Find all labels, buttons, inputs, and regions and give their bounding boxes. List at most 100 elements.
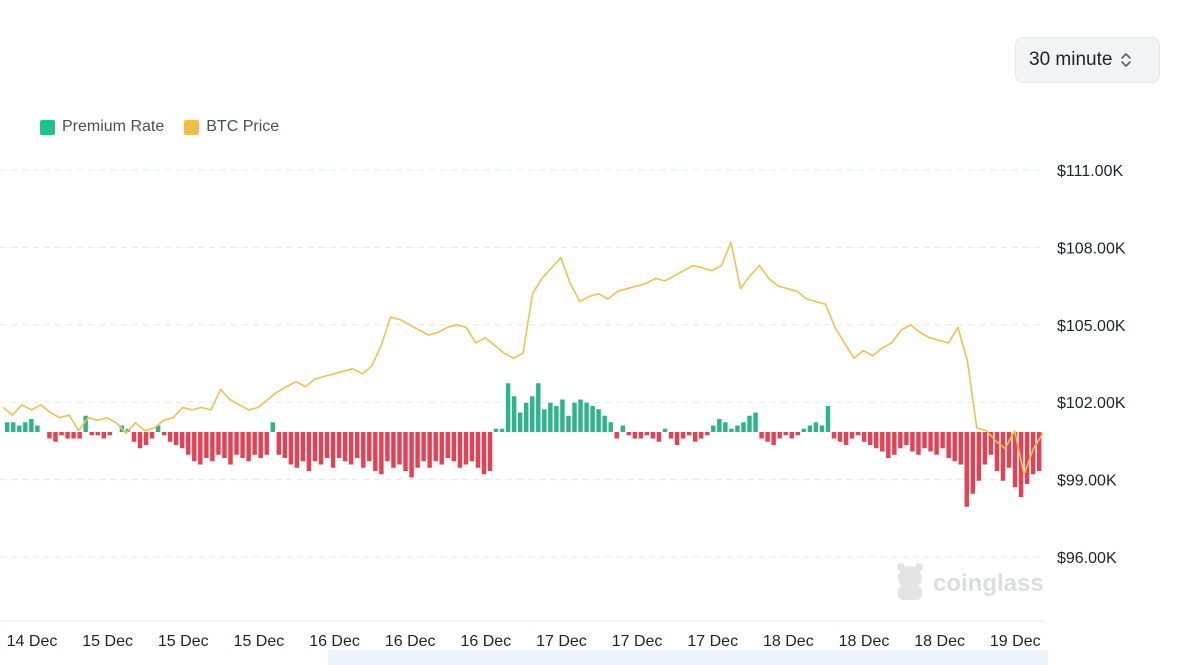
x-tick-label: 19 Dec	[990, 633, 1041, 650]
premium-bar	[415, 432, 420, 468]
premium-bar	[807, 425, 813, 432]
premium-bar	[855, 432, 861, 436]
premium-bar	[137, 432, 143, 449]
x-tick-label: 15 Dec	[158, 633, 209, 650]
premium-bar	[35, 425, 40, 432]
premium-bar	[312, 432, 318, 462]
premium-bar	[886, 432, 891, 458]
premium-bar	[614, 432, 619, 439]
premium-bar	[180, 432, 185, 449]
premium-bar	[934, 432, 939, 455]
premium-bar	[59, 432, 64, 436]
premium-bar	[487, 432, 493, 471]
y-tick-label: $99.00K	[1057, 473, 1117, 490]
premium-bar	[288, 432, 294, 465]
x-tick-label: 17 Dec	[687, 633, 738, 650]
premium-bar	[107, 432, 113, 436]
premium-bar	[391, 432, 396, 468]
legend-label-btc-price: BTC Price	[206, 118, 280, 135]
premium-bar	[898, 432, 903, 449]
premium-bar	[198, 432, 203, 465]
x-tick-label: 18 Dec	[839, 633, 890, 650]
premium-bar	[711, 425, 716, 432]
premium-bar	[668, 432, 674, 439]
x-tick-label: 16 Dec	[309, 633, 360, 650]
premium-bar	[831, 432, 837, 439]
legend-item-premium-rate[interactable]: Premium Rate	[40, 118, 164, 136]
premium-bar	[584, 402, 589, 432]
premium-bar	[457, 432, 463, 468]
x-tick-label: 18 Dec	[914, 633, 965, 650]
premium-bar	[53, 432, 58, 442]
btc-price-line	[2, 241, 1044, 476]
premium-bar	[837, 432, 843, 442]
premium-bar	[1000, 432, 1006, 481]
premium-bar	[705, 432, 710, 436]
premium-bar	[47, 432, 52, 439]
premium-bar	[282, 432, 288, 458]
premium-bar	[771, 432, 776, 445]
premium-bar	[228, 432, 233, 465]
premium-bar	[89, 432, 94, 436]
premium-bar	[747, 415, 752, 432]
premium-bar	[964, 432, 969, 507]
premium-bar	[161, 432, 167, 436]
premium-bar	[1024, 432, 1030, 484]
premium-bar	[662, 428, 668, 432]
premium-bar	[216, 432, 221, 455]
premium-bar	[638, 432, 644, 439]
premium-bar	[880, 432, 885, 452]
premium-bar	[560, 399, 565, 432]
premium-bar	[729, 428, 734, 432]
premium-bar	[264, 432, 269, 455]
premium-bar	[367, 432, 372, 462]
premium-bar	[735, 425, 740, 432]
interval-select[interactable]: 30 minute	[1015, 37, 1160, 83]
premium-bar	[246, 432, 251, 462]
premium-bar	[976, 432, 982, 481]
btc-price-polyline	[2, 241, 1044, 476]
premium-bar	[741, 422, 746, 432]
premium-bar	[813, 422, 819, 432]
premium-bar	[644, 432, 650, 436]
premium-bar	[71, 432, 76, 439]
premium-bar	[958, 432, 963, 465]
premium-bar	[397, 432, 402, 465]
premium-bar	[656, 432, 662, 442]
premium-bar	[173, 432, 179, 445]
premium-bar	[252, 432, 257, 455]
premium-bar	[373, 432, 378, 471]
premium-bar	[590, 406, 595, 432]
premium-bar	[355, 432, 360, 458]
premium-bar	[409, 432, 414, 478]
premium-bar	[131, 432, 137, 442]
premium-bar	[536, 383, 541, 432]
premium-bar	[1012, 432, 1018, 488]
x-tick-label: 14 Dec	[7, 633, 58, 650]
x-tick-label: 17 Dec	[612, 633, 663, 650]
premium-bar	[222, 432, 227, 458]
premium-bar	[650, 432, 656, 439]
bottom-scrollbar-strip[interactable]	[328, 650, 1048, 665]
premium-bar	[608, 422, 613, 432]
watermark: coinglass	[897, 563, 1044, 600]
premium-bar	[306, 432, 312, 471]
y-axis-ticks: $111.00K $108.00K $105.00K $102.00K $99.00K $…	[1057, 163, 1126, 567]
premium-bar	[11, 422, 16, 432]
legend-item-btc-price[interactable]: BTC Price	[184, 118, 279, 136]
premium-bar	[186, 432, 191, 455]
premium-bar	[626, 432, 632, 436]
premium-bar	[692, 432, 698, 442]
premium-bar	[994, 432, 1000, 471]
premium-bar	[300, 432, 306, 462]
premium-bar	[65, 432, 70, 439]
chart-legend: Premium Rate BTC Price	[40, 118, 279, 136]
premium-bar	[916, 432, 921, 455]
premium-bar	[439, 432, 444, 465]
premium-bar	[686, 432, 692, 436]
premium-bar	[753, 412, 758, 432]
premium-bar	[499, 428, 505, 432]
premium-bar	[789, 432, 794, 439]
premium-bar	[843, 432, 849, 445]
